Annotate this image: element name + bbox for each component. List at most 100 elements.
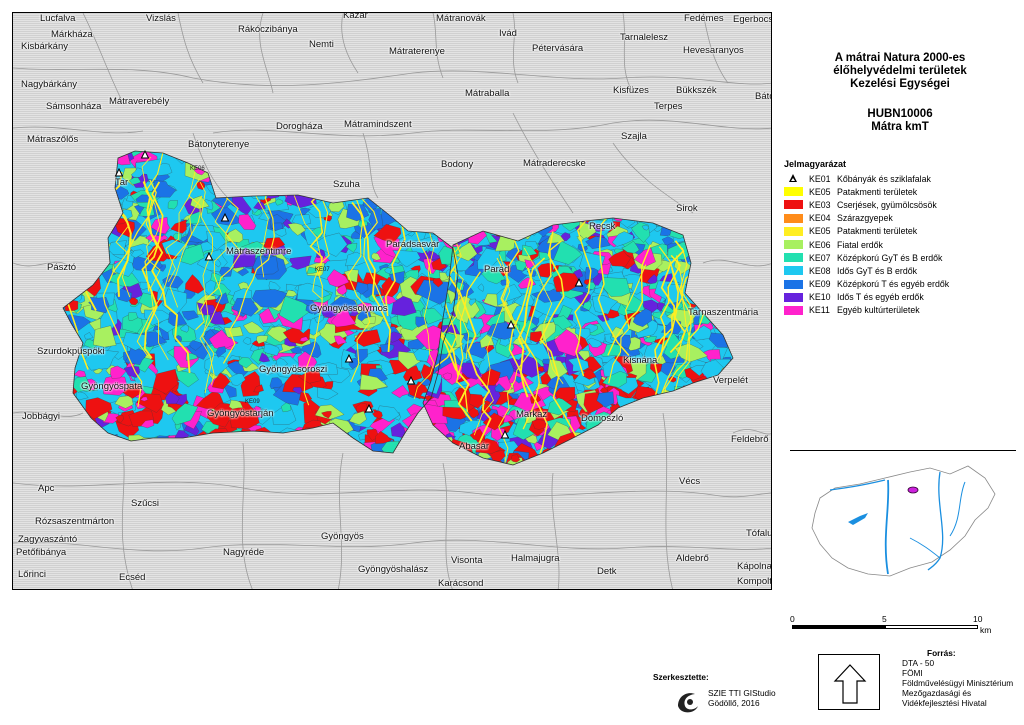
- place-label: Bátor: [755, 91, 771, 102]
- place-label: Parádsasvár: [386, 239, 440, 250]
- place-label: Mátramindszent: [344, 119, 412, 130]
- legend-code: KE08: [809, 265, 831, 276]
- quarry-triangle-icon: [574, 277, 584, 287]
- place-label: Vécs: [679, 476, 701, 487]
- place-label: Sirok: [676, 203, 698, 214]
- place-label: Parád: [484, 264, 510, 275]
- place-label: Kisfüzes: [613, 85, 649, 96]
- site-code: HUBN10006: [867, 108, 933, 120]
- quarry-triangle-icon: [220, 212, 230, 222]
- place-label: Mátraterenye: [389, 46, 445, 57]
- place-label: Tarnalelesz: [620, 32, 669, 43]
- place-label: Mátraszentimre: [226, 246, 292, 257]
- legend-item-ke09: KE09 Középkorú T és egyéb erdők: [784, 278, 1016, 291]
- place-label: Fedémes: [684, 13, 724, 24]
- legend-code: KE10: [809, 292, 831, 303]
- legend-swatch: [784, 226, 803, 236]
- site-name: Mátra kmT: [871, 121, 929, 133]
- source-block: Forrás: DTA - 50 FÖMI Földművelésügyi Mi…: [902, 648, 1022, 708]
- legend-swatch: [784, 213, 803, 223]
- map-canvas[interactable]: KE06 KE07 KE09: [13, 13, 772, 590]
- editor-block: Szerkesztette: SZIE TTI GIStudio Gödöllő…: [653, 672, 793, 713]
- map-frame[interactable]: KE06 KE07 KE09 Lucfalva Vizslás Kazár Má…: [12, 12, 772, 590]
- legend-code: KE06: [809, 239, 831, 250]
- editor-place: Gödöllő, 2016: [708, 698, 760, 708]
- place-label: Hevesaranyos: [683, 45, 744, 56]
- source-line: Földművelésügyi Minisztérium: [902, 678, 1014, 688]
- legend-swatch: [784, 305, 803, 315]
- place-label: Markaz: [516, 409, 548, 420]
- place-label: Nagybárkány: [21, 79, 77, 90]
- scale-tick-10: 10: [973, 614, 983, 624]
- quarry-triangle-icon: [500, 429, 510, 439]
- quarry-triangle-icon: [406, 375, 416, 385]
- quarry-triangle-icon: [784, 174, 803, 183]
- editor-name: SZIE TTI GIStudio: [708, 688, 776, 698]
- place-label: Mátraverebély: [109, 96, 170, 107]
- place-label: Mátraderecske: [523, 158, 586, 169]
- map-label-ke09: KE09: [245, 399, 260, 405]
- site-location-marker: [907, 486, 919, 494]
- legend-label: Patakmenti területek: [837, 186, 918, 197]
- place-label: Visonta: [451, 555, 483, 566]
- legend-swatch: [784, 200, 803, 210]
- habitat-mosaic[interactable]: [41, 138, 764, 484]
- legend-item-ke08: KE08 Idős GyT és B erdők: [784, 264, 1016, 277]
- place-label: Sámsonháza: [46, 101, 102, 112]
- north-arrow-box: [818, 654, 880, 710]
- place-label: Gyöngyöstarján: [207, 408, 274, 419]
- legend-swatch: [784, 240, 803, 250]
- legend-label: Cserjések, gyümölcsösök: [837, 199, 937, 210]
- scale-tick-5: 5: [882, 614, 887, 624]
- legend-label: Középkorú GyT és B erdők: [837, 252, 943, 263]
- legend-code: KE05: [809, 186, 831, 197]
- legend-item-ke04: KE04 Szárazgyepek: [784, 212, 1016, 225]
- editor-title: Szerkesztette:: [653, 672, 709, 682]
- place-label: Domoszló: [581, 413, 624, 424]
- legend-label: Fiatal erdők: [837, 239, 883, 250]
- site-code-title: HUBN10006 Mátra kmT: [784, 108, 1016, 134]
- legend-item-ke01: KE01 Kőbányák és sziklafalak: [784, 172, 1016, 185]
- quarry-triangle-icon: [204, 251, 214, 261]
- place-label: Gyöngyöspata: [81, 381, 143, 392]
- place-label: Recsk: [589, 221, 616, 232]
- place-label: Aldebrő: [676, 553, 709, 564]
- place-label: Szajla: [621, 131, 647, 142]
- place-label: Kisbárkány: [21, 41, 68, 52]
- scale-bar: 0 5 10 km: [790, 614, 1020, 640]
- legend-item-ke11: KE11 Egyéb kultúrterületek: [784, 304, 1016, 317]
- place-label: Bodony: [441, 159, 474, 170]
- legend-label: Középkorú T és egyéb erdők: [837, 279, 950, 290]
- legend-label: Szárazgyepek: [837, 213, 893, 224]
- place-label: Tófalu: [746, 528, 772, 539]
- scale-unit: km: [980, 625, 992, 635]
- quarry-triangle-icon: [506, 319, 516, 329]
- place-label: Rózsaszentmárton: [35, 516, 115, 527]
- place-label: Gyöngyöshalász: [358, 564, 429, 575]
- map-title: A mátrai Natura 2000-es élőhelyvédelmi t…: [833, 52, 967, 90]
- place-label: Márkháza: [51, 29, 93, 40]
- place-label: Kisnána: [623, 355, 658, 366]
- hungary-outline: [811, 465, 996, 577]
- place-label: Gyöngyösoroszi: [259, 364, 328, 375]
- legend-label: Idős GyT és B erdők: [837, 265, 918, 276]
- legend-swatch: [784, 266, 803, 276]
- hungary-inset-map: [811, 465, 996, 577]
- legend-label: Kőbányák és sziklafalak: [837, 173, 931, 184]
- place-label: Jobbágyi: [22, 411, 61, 422]
- quarry-triangle-icon: [140, 149, 150, 159]
- legend-label: Idős T és egyéb erdők: [837, 292, 924, 303]
- place-label: Petőfibánya: [16, 547, 67, 558]
- place-label: Pétervására: [532, 43, 584, 54]
- legend-item-ke06: KE06 Fiatal erdők: [784, 238, 1016, 251]
- quarry-triangle-icon: [344, 353, 354, 363]
- quarry-markers: [114, 149, 584, 439]
- legend-label: Egyéb kultúrterületek: [837, 305, 920, 316]
- place-label: Lucfalva: [40, 13, 76, 24]
- legend-item-ke03: KE03 Cserjések, gyümölcsösök: [784, 198, 1016, 211]
- place-label: Feldebrő: [731, 434, 769, 445]
- place-label: Mátraballa: [465, 88, 510, 99]
- place-label: Karácsond: [438, 578, 484, 589]
- place-label: Szuha: [333, 179, 360, 190]
- gistudio-logo-icon: [678, 693, 698, 713]
